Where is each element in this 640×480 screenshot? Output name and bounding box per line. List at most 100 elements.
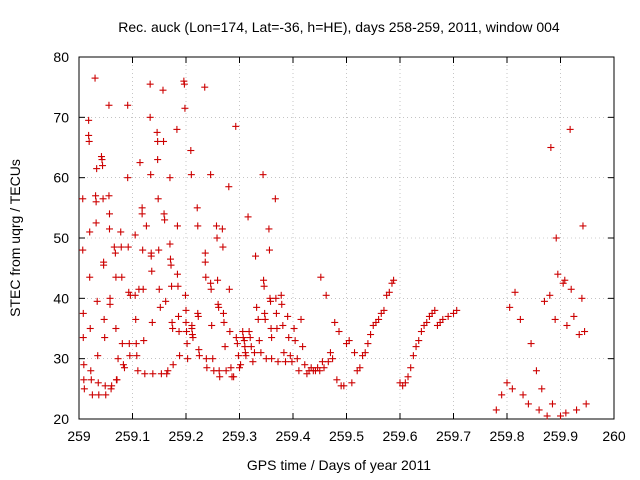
data-point	[118, 273, 126, 281]
data-point	[163, 370, 171, 378]
data-point	[80, 361, 88, 369]
data-point	[412, 343, 420, 351]
data-point	[173, 270, 181, 278]
data-point	[141, 370, 149, 378]
data-point	[320, 364, 328, 372]
data-point	[188, 325, 196, 332]
data-point	[356, 364, 364, 372]
data-point	[431, 306, 439, 314]
data-point	[207, 171, 215, 179]
data-point	[125, 340, 133, 348]
data-point	[131, 291, 139, 299]
data-point	[209, 355, 217, 363]
data-point	[268, 334, 276, 342]
data-point	[155, 246, 163, 254]
data-point	[126, 352, 134, 360]
data-point	[540, 297, 548, 305]
data-point	[203, 364, 211, 372]
data-point	[85, 131, 93, 139]
data-point	[232, 122, 240, 130]
data-point	[201, 258, 209, 266]
data-point	[552, 234, 560, 242]
data-point	[293, 355, 301, 363]
data-point	[169, 361, 177, 369]
data-point	[147, 171, 155, 179]
data-point	[92, 192, 100, 200]
data-point	[268, 355, 276, 363]
data-point	[108, 382, 116, 390]
data-point	[547, 144, 555, 151]
x-tick-label: 259	[67, 428, 91, 444]
data-point	[329, 355, 337, 363]
data-point	[86, 273, 94, 281]
data-point	[138, 210, 146, 218]
data-point	[407, 364, 415, 372]
data-point	[187, 171, 195, 179]
data-point	[102, 391, 110, 399]
data-point	[80, 385, 88, 393]
data-point	[254, 315, 262, 323]
data-point	[146, 80, 154, 88]
data-point	[237, 361, 245, 369]
data-point	[280, 349, 288, 357]
data-point	[291, 337, 299, 345]
data-point	[331, 318, 339, 326]
data-point	[241, 343, 249, 351]
data-point	[444, 312, 452, 320]
data-point	[112, 325, 120, 332]
data-point	[581, 328, 589, 336]
data-point	[575, 331, 583, 339]
data-point	[182, 318, 190, 326]
data-point	[93, 165, 101, 173]
data-point	[247, 343, 255, 351]
data-point	[212, 222, 220, 230]
data-point	[390, 276, 398, 284]
data-point	[193, 204, 201, 212]
data-point	[194, 312, 202, 320]
y-tick-label: 20	[53, 411, 69, 427]
data-point	[124, 174, 132, 182]
chart-title: Rec. auck (Lon=174, Lat=-36, h=HE), days…	[118, 19, 560, 35]
data-point	[450, 309, 457, 317]
data-point	[388, 279, 396, 287]
data-point	[284, 312, 292, 320]
data-point	[169, 325, 177, 332]
data-point	[348, 379, 356, 387]
y-tick-label: 40	[53, 290, 69, 306]
x-tick-label: 259.2	[168, 428, 203, 444]
data-point	[202, 273, 210, 281]
data-point	[201, 249, 209, 257]
data-point	[272, 294, 280, 302]
data-point	[166, 255, 174, 263]
x-tick-labels: 259 259.1 259.2 259.3 259.4 259.5 259.6 259.7 25…	[67, 428, 626, 444]
data-point	[117, 228, 125, 236]
data-point	[361, 349, 369, 357]
x-tick-label: 259.3	[222, 428, 257, 444]
y-tick-labels: 20 30 40 50 60 70 80	[53, 49, 69, 427]
x-tick-label: 260	[602, 428, 626, 444]
data-point	[106, 294, 114, 302]
data-point	[118, 340, 126, 348]
data-point	[79, 246, 87, 254]
data-point	[207, 279, 215, 287]
data-point	[175, 328, 183, 336]
data-point	[290, 325, 298, 332]
grid	[79, 57, 614, 419]
data-point	[105, 192, 113, 200]
data-point	[244, 213, 252, 221]
data-point	[112, 273, 120, 281]
data-point	[272, 309, 280, 317]
data-point	[195, 352, 203, 360]
data-point	[579, 222, 587, 230]
data-point	[250, 349, 258, 357]
data-point	[253, 303, 261, 311]
data-point	[87, 376, 95, 384]
data-point	[91, 74, 99, 82]
data-point	[183, 328, 191, 336]
data-point	[110, 243, 118, 251]
data-point	[219, 309, 227, 317]
data-point	[246, 334, 254, 342]
data-point	[538, 385, 546, 393]
data-point	[173, 222, 181, 230]
